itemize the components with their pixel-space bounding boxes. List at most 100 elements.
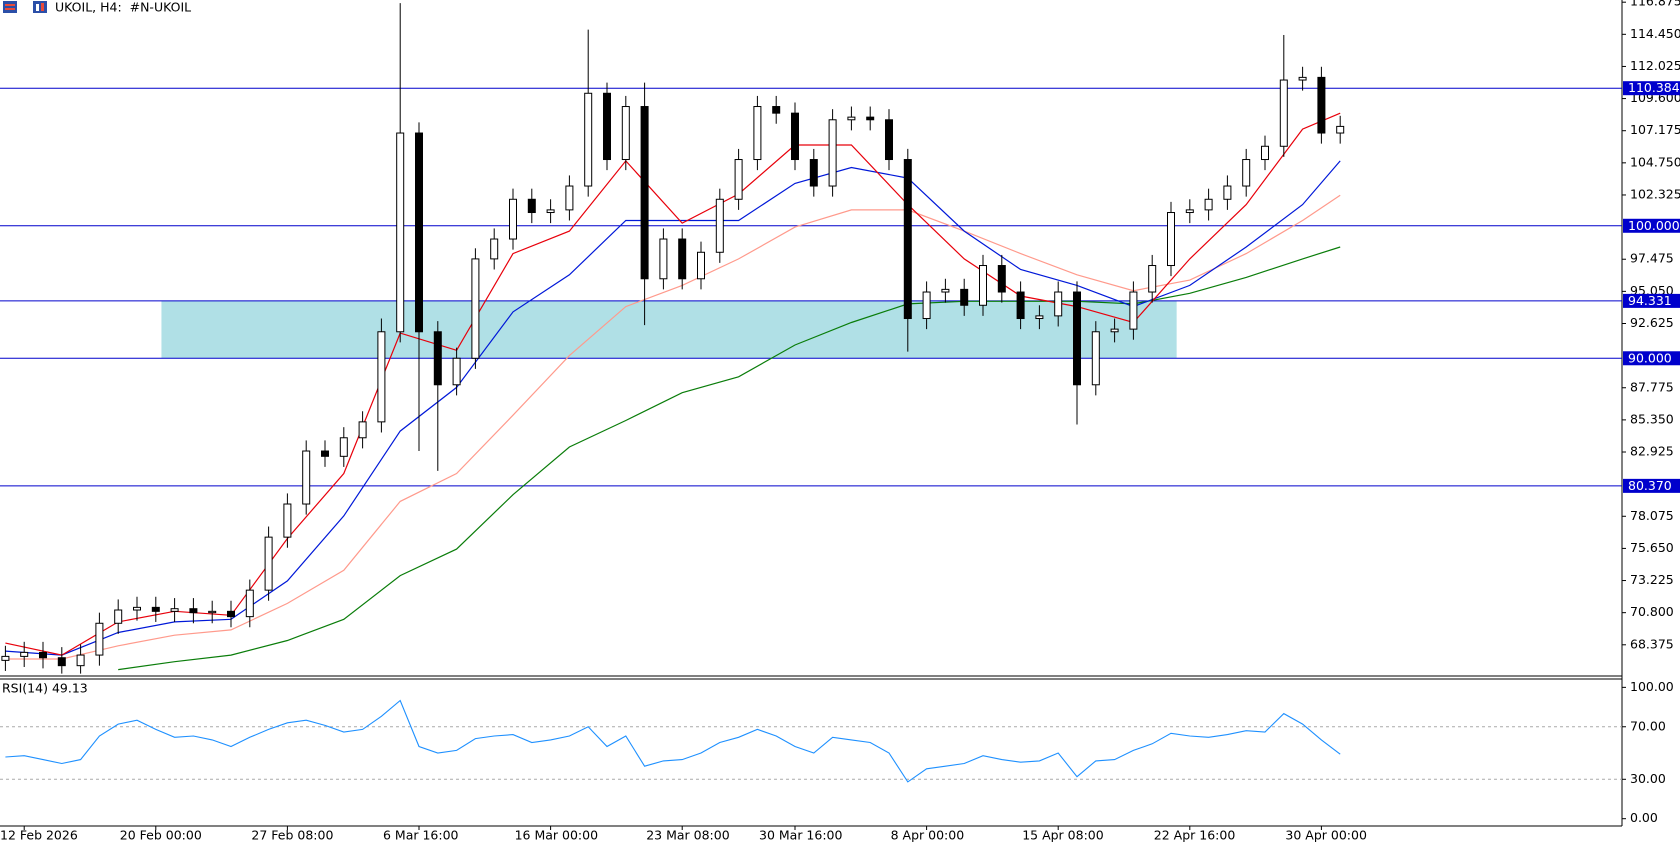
- y-tick-label: 30.00: [1630, 771, 1666, 786]
- candle-body: [1185, 209, 1194, 214]
- y-tick-label: 70.800: [1630, 604, 1674, 619]
- candle-body: [1148, 265, 1157, 293]
- x-tick-label: 23 Mar 08:00: [646, 828, 730, 843]
- icon-bar: [36, 4, 39, 11]
- candle-body: [527, 198, 536, 214]
- y-tick-label: 0.00: [1630, 810, 1658, 825]
- toolbar-icons[interactable]: [3, 1, 47, 13]
- candle-body: [321, 450, 329, 457]
- candle-body: [753, 106, 762, 161]
- candle-body: [471, 258, 480, 359]
- symbol-header: UKOIL, H4: #N-UKOIL: [55, 0, 191, 15]
- x-tick-label: 30 Apr 00:00: [1285, 828, 1367, 843]
- candle-body: [39, 651, 47, 659]
- candle-body: [1054, 291, 1063, 317]
- y-tick-label: 78.075: [1630, 508, 1674, 523]
- candle-body: [396, 132, 405, 333]
- candle-body: [997, 265, 1006, 293]
- candle-body: [772, 106, 781, 114]
- y-tick-label: 107.175: [1630, 122, 1680, 137]
- y-tick-label: 100.00: [1630, 679, 1674, 694]
- candle-body: [283, 503, 292, 538]
- candle-body: [490, 238, 499, 260]
- candle-body: [847, 116, 856, 121]
- y-tick-label: 73.225: [1630, 572, 1674, 587]
- x-tick-label: 15 Apr 08:00: [1022, 828, 1104, 843]
- y-tick-label: 114.450: [1630, 26, 1680, 41]
- candle-body: [133, 606, 141, 611]
- candle-body: [960, 288, 969, 306]
- candle-body: [1035, 315, 1044, 320]
- x-tick-label: 6 Mar 16:00: [383, 828, 459, 843]
- candle-body: [170, 608, 179, 612]
- candle-body: [715, 198, 724, 253]
- y-tick-label: 112.025: [1630, 58, 1680, 73]
- candle-body: [922, 291, 931, 320]
- candle-body: [20, 651, 29, 657]
- candle-body: [828, 119, 837, 187]
- candle-body: [264, 536, 273, 591]
- level-label: 94.331: [1628, 293, 1672, 308]
- level-label: 110.384: [1628, 80, 1680, 95]
- candle-body: [245, 589, 254, 618]
- candle-body: [208, 610, 217, 614]
- candle-body: [302, 450, 311, 505]
- candle-body: [57, 657, 66, 667]
- y-tick-label: 87.775: [1630, 379, 1674, 394]
- candle-body: [1223, 185, 1232, 200]
- candle-body: [1073, 291, 1081, 386]
- candle-body: [1336, 125, 1345, 134]
- candle-body: [791, 112, 799, 161]
- candle-body: [584, 92, 593, 187]
- candle-body: [377, 331, 386, 423]
- candle-body: [76, 654, 85, 667]
- level-tag: [1623, 351, 1680, 366]
- candle-body: [339, 437, 348, 457]
- level-tag: [1623, 478, 1680, 493]
- candle-body: [640, 106, 649, 280]
- candle-body: [866, 116, 875, 121]
- level-label: 100.000: [1628, 218, 1680, 233]
- candle-body: [546, 209, 555, 214]
- candle-body: [452, 357, 461, 386]
- rsi-title: RSI(14) 49.13: [2, 681, 88, 696]
- y-tick-label: 104.750: [1630, 154, 1680, 169]
- candle-body: [1129, 291, 1138, 330]
- moving-average: [5, 194, 1341, 660]
- candle-body: [358, 421, 367, 439]
- x-tick-label: 22 Apr 16:00: [1154, 828, 1236, 843]
- x-tick-label: 16 Mar 00:00: [515, 828, 599, 843]
- candle-body: [1204, 198, 1213, 211]
- candle-body: [415, 132, 423, 333]
- y-tick-label: 97.475: [1630, 251, 1674, 266]
- candle-body: [1261, 145, 1269, 161]
- icon-chart[interactable]: [33, 1, 47, 13]
- candle-body: [941, 288, 950, 293]
- candle-body: [697, 251, 705, 280]
- x-tick-label: 30 Mar 16:00: [759, 828, 843, 843]
- level-tag: [1623, 293, 1680, 308]
- candle-body: [1317, 76, 1326, 134]
- candle-body: [885, 119, 893, 161]
- candle-body: [603, 92, 611, 161]
- x-tick-label: 20 Feb 00:00: [120, 828, 202, 843]
- x-tick-label: 8 Apr 00:00: [891, 828, 965, 843]
- level-tag: [1623, 81, 1680, 96]
- y-tick-label: 92.625: [1630, 315, 1674, 330]
- icon-menu[interactable]: [3, 1, 17, 13]
- candle-body: [509, 198, 517, 240]
- zone: [161, 300, 1177, 359]
- candle-body: [95, 622, 104, 656]
- level-label: 90.000: [1628, 350, 1672, 365]
- candle-body: [227, 610, 235, 618]
- candle-body: [565, 185, 574, 211]
- y-tick-label: 68.375: [1630, 636, 1674, 651]
- moving-average: [5, 112, 1341, 656]
- candle-body: [678, 238, 687, 280]
- moving-average: [5, 160, 1341, 656]
- x-tick-label: 27 Feb 08:00: [251, 828, 333, 843]
- candle-body: [734, 159, 743, 200]
- rsi-line: [5, 699, 1341, 783]
- x-tick-label: 12 Feb 2026: [0, 828, 78, 843]
